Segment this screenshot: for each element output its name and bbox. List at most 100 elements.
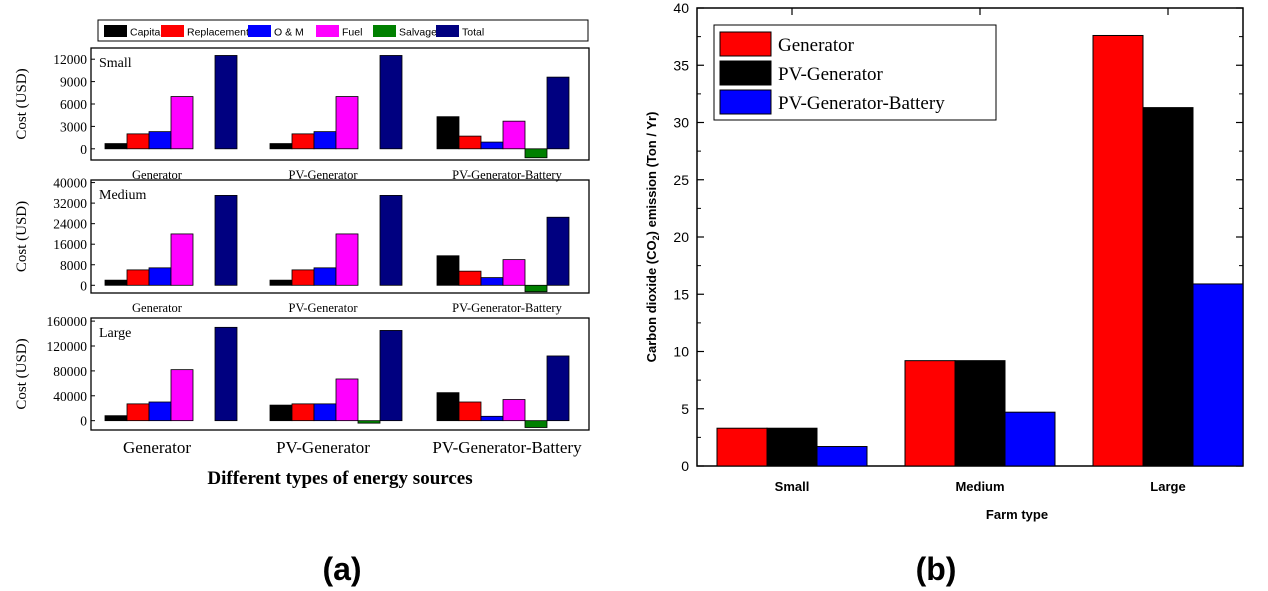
y-tick-label: 3000: [60, 119, 87, 134]
bar-o-m-pv-generator-battery: [480, 415, 504, 422]
bar-total-pv-generator: [379, 195, 403, 286]
y-tick-label: 80000: [53, 364, 87, 379]
legend-label-fuel: Fuel: [342, 27, 362, 39]
y-tick-label: 40: [673, 0, 689, 16]
bar-total-pv-generator: [379, 330, 403, 422]
bar-fuel-pv-generator: [335, 96, 359, 150]
bar-replacement-generator: [126, 133, 150, 150]
legend-items: Capital Replacement O & M Fuel Salvage Total: [104, 25, 484, 39]
y-tick-label: 0: [681, 458, 689, 474]
legend-label-replacement: Replacement: [187, 27, 249, 39]
bar-capital-generator: [104, 143, 128, 150]
subplot-medium: Medium Cost (USD) 0 8000 16000 24000 32000 4000…: [14, 176, 590, 315]
bar-fuel-generator: [170, 233, 194, 286]
x-tick-label-medium: Medium: [955, 479, 1004, 494]
legend-label-pv-generator: PV-Generator: [778, 64, 883, 85]
panel-a: Capital Replacement O & M Fuel Salvage Total …: [14, 19, 590, 587]
legend-swatch-pv-generator: [719, 60, 772, 86]
y-tick-label: 10: [673, 344, 689, 360]
bar-o-m-pv-generator-battery: [480, 277, 504, 286]
legend-swatch-capital: [104, 25, 127, 37]
y-tick-label: 30: [673, 115, 689, 131]
bar-salvage-pv-generator-battery: [524, 148, 548, 159]
subplot-small: Small Cost (USD) 0 3000 6000 9000 12000 Generat…: [14, 47, 590, 182]
legend-swatch-pv-generator-battery: [719, 89, 772, 115]
bar-replacement-pv-generator-battery: [458, 401, 482, 422]
x-tick-label-large: Large: [1150, 479, 1185, 494]
legend-swatch-salvage: [373, 25, 396, 37]
bar-replacement-pv-generator-battery: [458, 270, 482, 286]
bar-capital-pv-generator: [269, 279, 293, 286]
bar-capital-pv-generator-battery: [436, 255, 460, 286]
bar-o-m-generator: [148, 267, 172, 286]
legend-label-generator: Generator: [778, 35, 855, 56]
legend-frame: [97, 19, 589, 42]
bar-replacement-pv-generator: [291, 269, 315, 286]
y-tick-label: 32000: [53, 196, 87, 211]
bar-generator-large: [1092, 34, 1144, 467]
legend-label-total: Total: [462, 27, 484, 39]
y-tick-label: 25: [673, 172, 689, 188]
bar-generator-small: [716, 427, 768, 467]
bar-pv-generator-large: [1142, 107, 1194, 467]
bar-fuel-pv-generator: [335, 378, 359, 422]
bar-capital-pv-generator: [269, 404, 293, 422]
legend-label-salvage: Salvage: [399, 27, 437, 39]
y-tick-label: 8000: [60, 258, 87, 273]
bar-pv-generator-battery-medium: [1004, 411, 1056, 467]
y-axis-label: Cost (USD): [14, 201, 30, 272]
legend-label-pv-generator-battery: PV-Generator-Battery: [778, 93, 945, 114]
legend-swatch-replacement: [161, 25, 184, 37]
bar-pv-generator-battery-large: [1192, 283, 1244, 467]
legend-label-capital: Capital: [130, 27, 163, 39]
legend-label-o-m: O & M: [274, 27, 304, 39]
legend-swatch-total: [436, 25, 459, 37]
y-tick-label: 40000: [53, 176, 87, 191]
panel-b-caption: (b): [916, 551, 957, 587]
y-axis-label: Cost (USD): [14, 338, 30, 409]
bar-generator-medium: [904, 360, 956, 467]
bar-fuel-pv-generator-battery: [502, 120, 526, 150]
bar-o-m-generator: [148, 131, 172, 150]
y-tick-label: 0: [80, 142, 87, 157]
y-tick-label: 15: [673, 286, 689, 302]
bar-total-generator: [214, 326, 238, 422]
y-tick-label: 0: [80, 278, 87, 293]
legend-swatch-fuel: [316, 25, 339, 37]
bar-o-m-pv-generator: [313, 267, 337, 286]
bar-replacement-pv-generator: [291, 133, 315, 150]
bar-fuel-generator: [170, 369, 194, 422]
bar-o-m-pv-generator-battery: [480, 141, 504, 150]
bar-total-generator: [214, 195, 238, 286]
x-tick-label-pv-generator-battery: PV-Generator-Battery: [432, 438, 582, 457]
co2-chart: 0 5 10 15 20 25 30 35 40 Small Medium Large Generato…: [673, 0, 1244, 494]
bar-capital-generator: [104, 415, 128, 422]
subplot-label: Small: [99, 56, 132, 71]
y-tick-label: 9000: [60, 75, 87, 90]
bar-total-generator: [214, 55, 238, 150]
bar-o-m-pv-generator: [313, 131, 337, 150]
y-tick-label: 16000: [53, 237, 87, 252]
bar-fuel-generator: [170, 96, 194, 150]
x-tick-label-pv-generator-battery: PV-Generator-Battery: [452, 168, 562, 182]
x-tick-label-generator: Generator: [123, 438, 191, 457]
x-tick-label-pv-generator: PV-Generator: [276, 438, 370, 457]
x-tick-label-small: Small: [775, 479, 810, 494]
bar-capital-generator: [104, 279, 128, 286]
y-tick-label: 120000: [47, 339, 88, 354]
x-tick-label-pv-generator-battery: PV-Generator-Battery: [452, 301, 562, 315]
bar-salvage-pv-generator: [357, 420, 381, 424]
bar-o-m-pv-generator: [313, 403, 337, 422]
bar-replacement-generator: [126, 403, 150, 422]
bar-pv-generator-battery-small: [816, 446, 868, 467]
bar-capital-pv-generator: [269, 143, 293, 150]
y-tick-label: 24000: [53, 217, 87, 232]
panel-b-y-axis-label: Carbon dioxide (CO2) emission (Ton / Yr): [644, 112, 661, 363]
legend-swatch-o-m: [248, 25, 271, 37]
bar-total-pv-generator-battery: [546, 216, 570, 286]
y-tick-label: 5: [681, 401, 689, 417]
bar-replacement-pv-generator: [291, 403, 315, 422]
bar-o-m-generator: [148, 401, 172, 422]
y-tick-label: 20: [673, 229, 689, 245]
bar-fuel-pv-generator: [335, 233, 359, 286]
